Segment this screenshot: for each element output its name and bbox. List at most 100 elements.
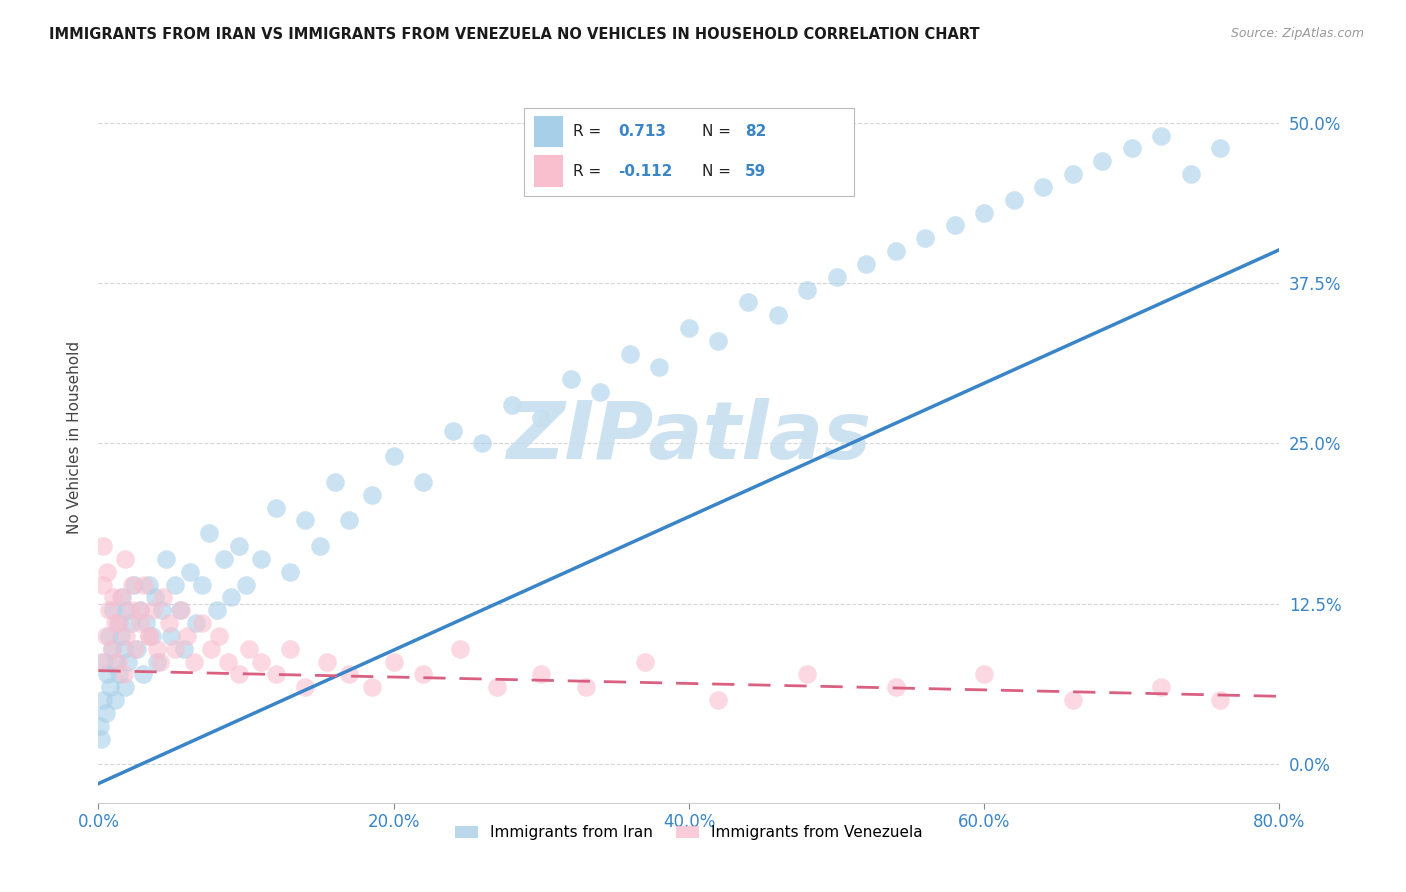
Point [339, 514, 361, 528]
Point [737, 295, 759, 310]
Point [1062, 167, 1084, 181]
Point [221, 591, 243, 605]
Point [114, 681, 136, 695]
Point [128, 603, 150, 617]
Point [619, 346, 641, 360]
Point [121, 577, 143, 591]
Point [560, 372, 582, 386]
Point [191, 577, 214, 591]
Point [1032, 179, 1054, 194]
Point [93, 655, 115, 669]
Point [112, 641, 135, 656]
Point [96, 667, 118, 681]
Point [169, 603, 191, 617]
Point [111, 591, 134, 605]
Point [217, 655, 239, 669]
Point [575, 681, 598, 695]
Point [104, 693, 127, 707]
Point [184, 616, 207, 631]
Point [280, 641, 302, 656]
Point [89, 719, 111, 733]
Point [122, 577, 145, 591]
Point [98, 681, 121, 695]
Point [91, 539, 114, 553]
Point [97, 629, 120, 643]
Point [339, 667, 361, 681]
Point [678, 321, 700, 335]
Text: ZIPatlas: ZIPatlas [506, 398, 872, 476]
Point [138, 629, 160, 643]
Point [1062, 693, 1084, 707]
Point [294, 514, 316, 528]
Point [198, 526, 221, 541]
Point [412, 667, 434, 681]
Point [159, 629, 181, 643]
Point [103, 603, 125, 617]
Point [94, 706, 117, 720]
Point [316, 655, 339, 669]
Point [128, 603, 150, 617]
Point [170, 603, 193, 617]
Point [110, 591, 132, 605]
Point [200, 641, 222, 656]
Point [360, 681, 382, 695]
Point [135, 616, 157, 631]
Point [89, 655, 111, 669]
Point [115, 629, 138, 643]
Point [634, 655, 657, 669]
Point [165, 577, 187, 591]
Legend: Immigrants from Iran, Immigrants from Venezuela: Immigrants from Iran, Immigrants from Ve… [449, 819, 929, 847]
Point [238, 641, 260, 656]
Point [107, 616, 129, 631]
Point [157, 616, 180, 631]
Point [152, 591, 174, 605]
Point [235, 577, 257, 591]
Y-axis label: No Vehicles in Household: No Vehicles in Household [66, 341, 82, 533]
Point [124, 641, 146, 656]
Point [228, 539, 250, 553]
Point [1150, 681, 1173, 695]
Point [1209, 693, 1232, 707]
Point [471, 436, 494, 450]
Point [108, 616, 131, 631]
Point [382, 655, 405, 669]
Point [141, 629, 163, 643]
Point [264, 667, 287, 681]
Point [884, 244, 907, 258]
Point [138, 577, 160, 591]
Point [766, 308, 789, 322]
Point [648, 359, 671, 374]
Point [91, 693, 114, 707]
Point [825, 269, 848, 284]
Text: Source: ZipAtlas.com: Source: ZipAtlas.com [1230, 27, 1364, 40]
Point [796, 667, 818, 681]
Point [208, 629, 231, 643]
Point [146, 655, 169, 669]
Point [205, 603, 228, 617]
Point [91, 577, 114, 591]
Point [264, 500, 287, 515]
Point [103, 591, 125, 605]
Point [228, 667, 250, 681]
Point [173, 641, 195, 656]
Point [973, 667, 995, 681]
Point [191, 616, 214, 631]
Text: IMMIGRANTS FROM IRAN VS IMMIGRANTS FROM VENEZUELA NO VEHICLES IN HOUSEHOLD CORRE: IMMIGRANTS FROM IRAN VS IMMIGRANTS FROM … [49, 27, 980, 42]
Point [149, 655, 172, 669]
Point [110, 629, 132, 643]
Point [1150, 128, 1173, 143]
Point [323, 475, 346, 489]
Point [530, 667, 553, 681]
Point [142, 603, 165, 617]
Point [146, 641, 169, 656]
Point [1121, 141, 1143, 155]
Point [150, 603, 173, 617]
Point [105, 655, 128, 669]
Point [176, 629, 198, 643]
Point [114, 552, 136, 566]
Point [100, 641, 122, 656]
Point [382, 450, 405, 464]
Point [117, 655, 139, 669]
Point [250, 552, 273, 566]
Point [100, 641, 122, 656]
